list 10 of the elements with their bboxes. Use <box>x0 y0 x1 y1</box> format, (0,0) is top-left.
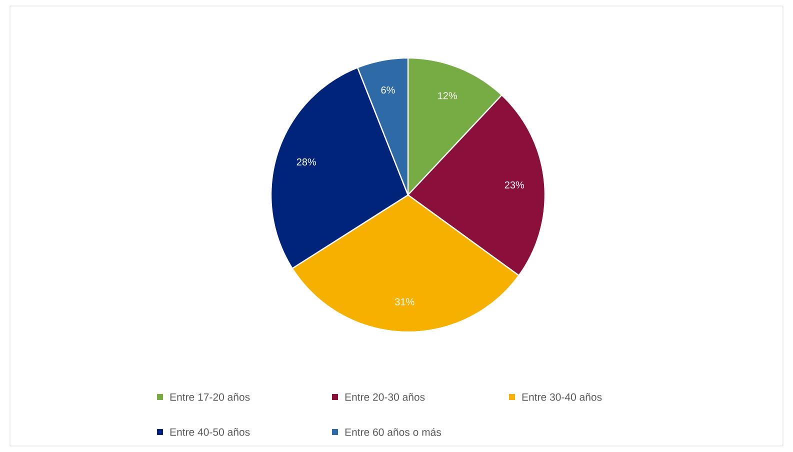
data-label: 31% <box>395 298 414 306</box>
legend-label: Entre 60 años o más <box>345 428 442 436</box>
legend-label: Entre 30-40 años <box>522 393 602 401</box>
legend-label: Entre 17-20 años <box>170 393 250 401</box>
data-label: 28% <box>296 158 316 166</box>
legend-label: Entre 20-30 años <box>345 393 425 401</box>
legend-label: Entre 40-50 años <box>170 428 250 436</box>
data-label: 6% <box>381 86 395 94</box>
data-label: 12% <box>438 92 457 100</box>
data-label: 23% <box>504 181 524 188</box>
